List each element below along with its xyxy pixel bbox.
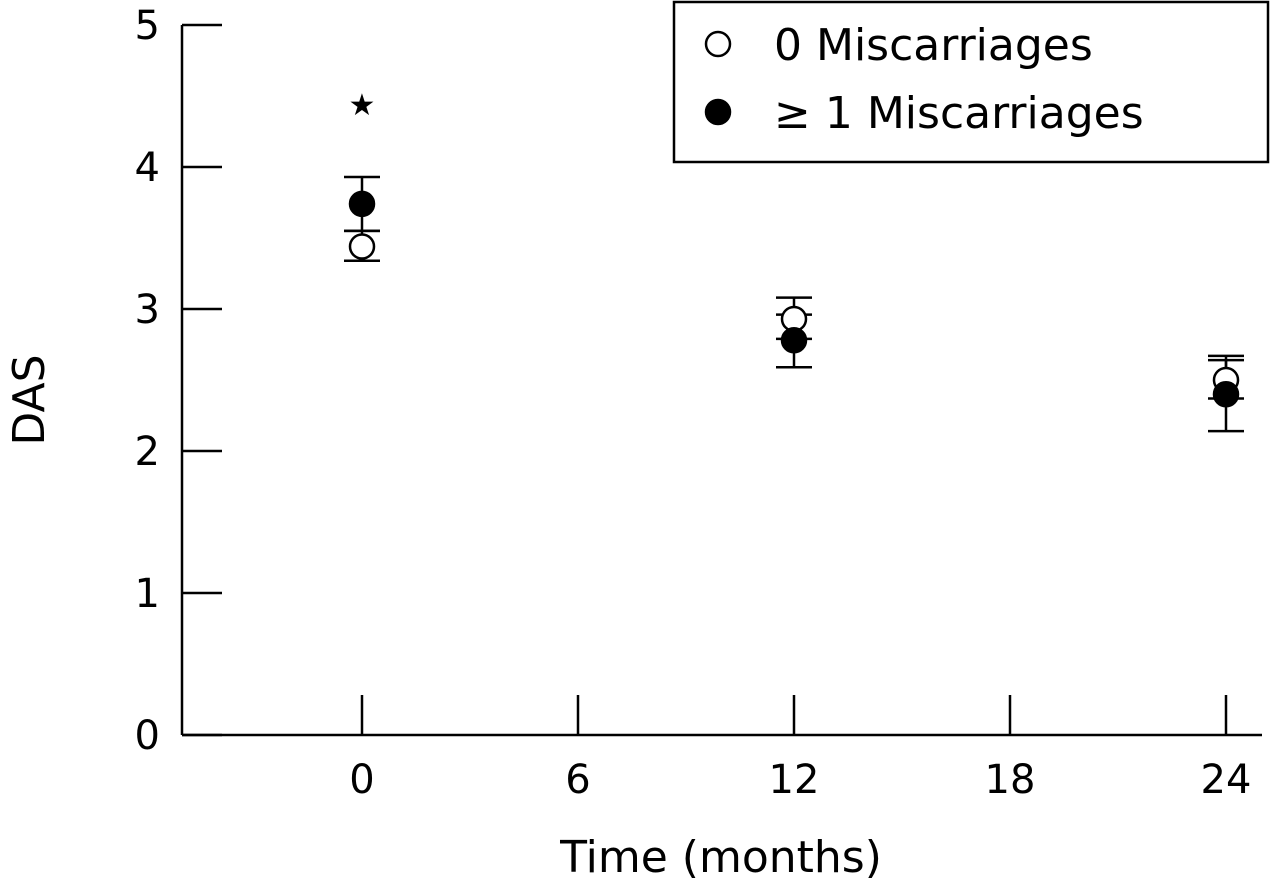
y-tick-label: 4 — [135, 145, 160, 191]
data-point-open — [348, 233, 376, 260]
x-tick-label: 6 — [565, 757, 590, 803]
legend-marker-filled-circle — [704, 98, 732, 126]
x-tick-label: 18 — [985, 757, 1036, 803]
x-axis-title: Time (months) — [559, 832, 882, 883]
legend-label-0-miscarriages: 0 Miscarriages — [774, 20, 1093, 71]
y-tick-label: 2 — [135, 429, 160, 475]
x-tick-label: 12 — [769, 757, 820, 803]
data-points — [348, 190, 1240, 408]
x-tick-label: 0 — [349, 757, 374, 803]
data-point-filled — [1212, 380, 1240, 408]
x-tick-label: 24 — [1201, 757, 1252, 803]
annotations: ★ — [349, 88, 376, 123]
data-point-filled — [348, 190, 376, 218]
y-tick-label: 3 — [135, 287, 160, 333]
y-tick-label: 5 — [135, 3, 160, 49]
y-tick-label: 0 — [135, 713, 160, 759]
legend: 0 Miscarriages ≥ 1 Miscarriages — [672, 0, 1270, 164]
legend-marker-open-circle — [704, 30, 732, 58]
significance-star: ★ — [349, 88, 376, 123]
y-axis-title: DAS — [4, 354, 55, 445]
data-point-filled — [780, 326, 808, 354]
error-bars — [344, 175, 1244, 433]
legend-box — [672, 0, 1270, 164]
y-tick-label: 1 — [135, 571, 160, 617]
legend-label-1-plus-miscarriages: ≥ 1 Miscarriages — [774, 88, 1144, 139]
